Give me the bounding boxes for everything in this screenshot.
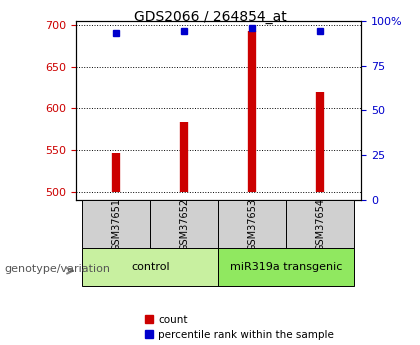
Text: genotype/variation: genotype/variation bbox=[4, 264, 110, 274]
FancyBboxPatch shape bbox=[82, 200, 150, 248]
Legend: count, percentile rank within the sample: count, percentile rank within the sample bbox=[145, 315, 334, 340]
FancyBboxPatch shape bbox=[218, 200, 286, 248]
Text: control: control bbox=[131, 263, 170, 272]
FancyBboxPatch shape bbox=[150, 200, 218, 248]
FancyBboxPatch shape bbox=[218, 248, 354, 286]
Text: GSM37652: GSM37652 bbox=[179, 198, 189, 251]
Text: GSM37654: GSM37654 bbox=[315, 198, 326, 251]
Text: GDS2066 / 264854_at: GDS2066 / 264854_at bbox=[134, 10, 286, 24]
FancyBboxPatch shape bbox=[82, 248, 218, 286]
Text: miR319a transgenic: miR319a transgenic bbox=[230, 263, 343, 272]
FancyBboxPatch shape bbox=[286, 200, 354, 248]
Text: GSM37651: GSM37651 bbox=[111, 198, 121, 251]
Text: GSM37653: GSM37653 bbox=[247, 198, 257, 251]
